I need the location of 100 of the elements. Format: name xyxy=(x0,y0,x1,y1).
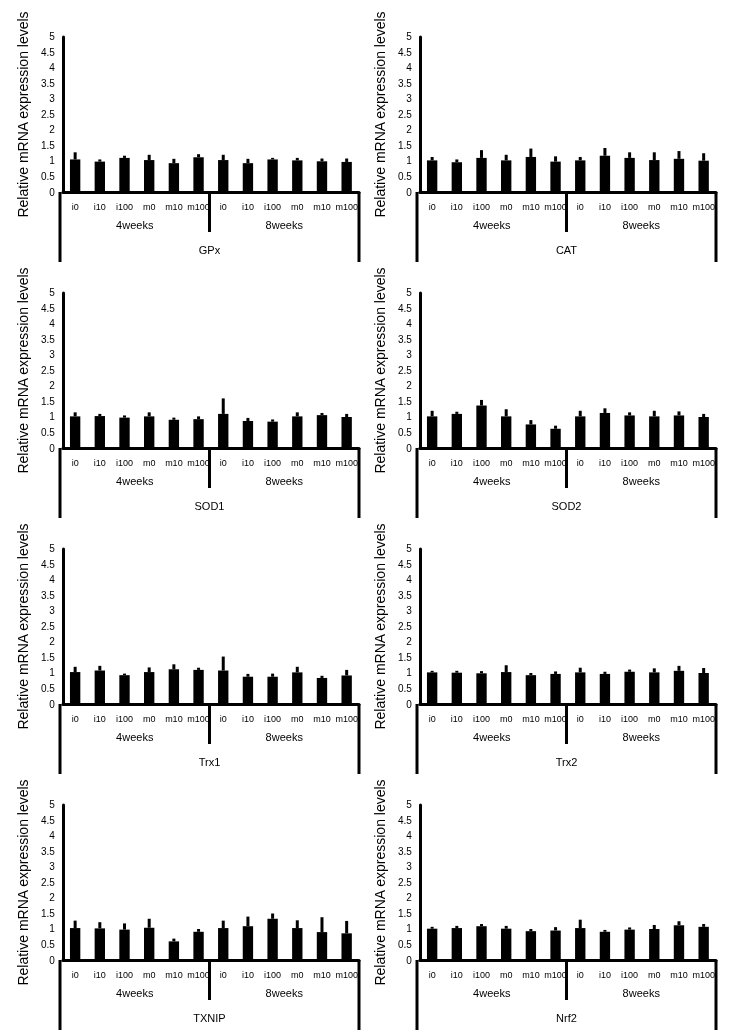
x-tick-label: i100 xyxy=(473,713,491,724)
y-tick-label: 1 xyxy=(49,411,56,423)
x-tick-label: i0 xyxy=(576,201,584,212)
y-tick-label: 2 xyxy=(49,380,56,392)
y-tick-label: 2.5 xyxy=(397,108,413,120)
x-tick-label: m10 xyxy=(313,969,331,980)
y-tick-label: 3 xyxy=(49,349,56,361)
y-tick-label: 0.5 xyxy=(40,171,56,182)
y-tick-label: 2 xyxy=(406,380,413,392)
text: 4weeks xyxy=(473,731,511,743)
y-tick-label: 0 xyxy=(49,442,56,454)
y-tick-label: 2 xyxy=(49,124,56,136)
y-tick-label: 0.5 xyxy=(397,171,413,182)
y-tick-label: 2 xyxy=(49,892,56,904)
text: 4weeks xyxy=(473,987,511,999)
y-tick-label: 5 xyxy=(49,543,56,555)
x-tick-label: i100 xyxy=(621,201,639,212)
x-axis-title: Nrf2 xyxy=(556,1012,577,1024)
x-tick-label: m100 xyxy=(692,201,715,212)
x-axis-title: Trx2 xyxy=(555,756,578,768)
x-tick-label: m0 xyxy=(499,713,513,724)
text: 4weeks xyxy=(116,475,154,487)
x-tick-label: m100 xyxy=(187,713,210,724)
x-tick-label: i100 xyxy=(264,201,282,212)
y-tick-label: 5 xyxy=(406,543,413,555)
text: 8weeks xyxy=(622,731,661,743)
y-tick-label: 0.5 xyxy=(40,683,56,694)
y-tick-label: 0.5 xyxy=(40,939,56,950)
y-tick-label: 3.5 xyxy=(397,589,413,601)
x-tick-label: m0 xyxy=(648,713,661,724)
text: 8weeks xyxy=(622,475,661,487)
x-tick-label: m0 xyxy=(291,969,304,980)
x-tick-label: m0 xyxy=(648,201,661,212)
y-tick-label: 0.5 xyxy=(397,427,413,438)
text: 8weeks xyxy=(265,731,304,743)
y-tick-label: 1.5 xyxy=(397,907,413,919)
text: 8weeks xyxy=(265,219,304,231)
y-tick-label: 3 xyxy=(49,861,56,873)
y-axis-title: Relative mRNA expression levels xyxy=(372,523,388,730)
y-tick-label: 5 xyxy=(406,31,413,43)
y-tick-label: 4.5 xyxy=(40,46,56,58)
x-tick-label: m10 xyxy=(670,713,688,724)
y-axis-title: Relative mRNA expression levels xyxy=(15,523,31,730)
y-tick-label: 1.5 xyxy=(40,651,56,663)
y-tick-label: 4.5 xyxy=(40,302,56,314)
x-tick-label: m100 xyxy=(692,969,715,980)
x-tick-label: i10 xyxy=(241,201,254,212)
x-tick-label: i100 xyxy=(116,713,134,724)
y-tick-label: 4.5 xyxy=(40,814,56,826)
y-tick-label: 4 xyxy=(49,830,56,842)
x-tick-label: i100 xyxy=(621,457,639,468)
y-tick-label: 1.5 xyxy=(40,139,56,151)
x-axis-title: SOD1 xyxy=(194,500,225,512)
x-tick-label: i10 xyxy=(598,201,611,212)
x-tick-label: i0 xyxy=(219,457,227,468)
x-tick-label: i100 xyxy=(264,969,282,980)
x-tick-label: m0 xyxy=(142,201,156,212)
x-tick-label: i10 xyxy=(450,713,463,724)
y-tick-label: 1.5 xyxy=(397,395,413,407)
y-tick-label: 3.5 xyxy=(40,77,56,89)
x-tick-label: m0 xyxy=(142,457,156,468)
y-tick-label: 3 xyxy=(406,349,413,361)
y-axis-title: Relative mRNA expression levels xyxy=(15,267,31,474)
y-axis-title: Relative mRNA expression levels xyxy=(372,11,388,218)
y-tick-label: 4 xyxy=(49,574,56,586)
x-tick-label: m0 xyxy=(499,457,513,468)
y-tick-label: 4 xyxy=(406,574,413,586)
y-tick-label: 4.5 xyxy=(397,558,413,570)
y-tick-label: 2.5 xyxy=(397,876,413,888)
x-tick-label: m0 xyxy=(291,457,304,468)
y-tick-label: 2 xyxy=(406,124,413,136)
x-tick-label: m100 xyxy=(544,713,567,724)
y-tick-label: 2.5 xyxy=(40,108,56,120)
x-tick-label: m100 xyxy=(335,969,358,980)
x-tick-label: m10 xyxy=(522,969,540,980)
y-tick-label: 2.5 xyxy=(397,620,413,632)
text: 8weeks xyxy=(622,987,661,999)
y-tick-label: 5 xyxy=(49,287,56,299)
y-tick-label: 4.5 xyxy=(397,302,413,314)
y-tick-label: 3.5 xyxy=(40,589,56,601)
x-tick-label: m10 xyxy=(165,713,183,724)
x-tick-label: i0 xyxy=(219,201,227,212)
x-tick-label: i100 xyxy=(264,713,282,724)
y-tick-label: 1 xyxy=(406,923,413,935)
x-tick-label: i0 xyxy=(219,969,227,980)
y-tick-label: 5 xyxy=(406,799,413,811)
x-tick-label: m10 xyxy=(165,201,183,212)
x-tick-label: m100 xyxy=(187,457,210,468)
x-tick-label: m0 xyxy=(499,969,513,980)
y-tick-label: 1 xyxy=(49,667,56,679)
x-tick-label: m10 xyxy=(670,201,688,212)
y-tick-label: 3 xyxy=(406,605,413,617)
y-tick-label: 2.5 xyxy=(40,620,56,632)
y-tick-label: 3 xyxy=(406,861,413,873)
y-tick-label: 1 xyxy=(406,667,413,679)
x-tick-label: i0 xyxy=(71,713,79,724)
y-tick-label: 1 xyxy=(49,923,56,935)
x-tick-label: m10 xyxy=(522,713,540,724)
x-tick-label: i10 xyxy=(450,969,463,980)
y-tick-label: 0 xyxy=(406,698,413,710)
